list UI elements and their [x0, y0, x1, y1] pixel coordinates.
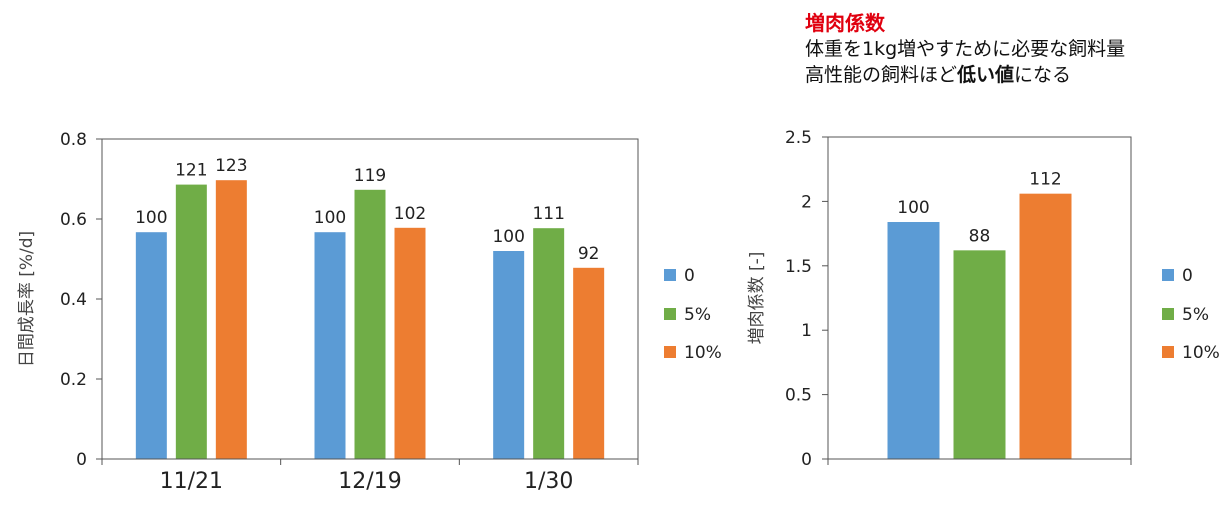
chart2-legend-swatch	[1162, 346, 1174, 358]
chart1-bar	[135, 232, 167, 459]
note-line-1: 体重を1kg増やすために必要な飼料量	[805, 38, 1126, 60]
chart1-bar	[314, 232, 346, 459]
chart1-bar-value-label: 111	[532, 204, 564, 224]
chart2-bar	[953, 250, 1006, 459]
chart1-bar	[394, 227, 426, 459]
chart1-bar	[215, 180, 247, 459]
note-line-2-bold: 低い値	[957, 64, 1015, 86]
chart2-legend-label: 10%	[1182, 343, 1220, 363]
chart2-legend-label: 0	[1182, 266, 1193, 286]
chart2-y-tick-label: 0.5	[785, 386, 812, 406]
chart2-y-tick-label: 1.5	[785, 257, 812, 277]
chart1-legend-label: 5%	[684, 305, 711, 325]
chart2-bar	[887, 222, 940, 459]
chart1-category-label: 11/21	[160, 469, 223, 494]
chart1-bar-value-label: 92	[578, 244, 600, 264]
chart2-legend-label: 5%	[1182, 305, 1209, 325]
chart2-legend-swatch	[1162, 269, 1174, 281]
chart1-legend-swatch	[664, 269, 676, 281]
chart2-bar-value-label: 100	[897, 198, 929, 218]
chart1-y-tick-label: 0.4	[60, 290, 87, 310]
chart2-y-tick-label: 2.5	[785, 128, 812, 148]
chart1-bar	[354, 189, 386, 460]
chart2-y-tick-label: 0	[801, 450, 812, 470]
chart1-category-label: 1/30	[524, 469, 573, 494]
chart2-bar-value-label: 88	[969, 226, 991, 246]
chart2-legend-swatch	[1162, 308, 1174, 320]
note-title: 増肉係数	[805, 11, 885, 35]
chart1-legend-label: 0	[684, 266, 695, 286]
chart2-y-tick-label: 2	[801, 192, 812, 212]
chart1-legend-swatch	[664, 308, 676, 320]
chart1-y-tick-label: 0	[76, 450, 87, 470]
chart1-bar-value-label: 100	[135, 208, 167, 228]
chart1-bar	[493, 251, 525, 459]
chart1-legend-swatch	[664, 346, 676, 358]
chart1-bar	[175, 184, 207, 459]
annotation-note: 増肉係数 体重を1kg増やすために必要な飼料量 高性能の飼料ほど低い値になる	[805, 10, 1125, 88]
note-line-2-prefix: 高性能の飼料ほど	[805, 64, 958, 86]
chart1-bar-value-label: 102	[394, 204, 426, 224]
chart1-bar-value-label: 100	[314, 208, 346, 228]
chart1-legend-label: 10%	[684, 343, 722, 363]
chart1-bar-value-label: 100	[492, 227, 524, 247]
chart1-bar-value-label: 119	[354, 166, 386, 186]
chart2-y-tick-label: 1	[801, 321, 812, 341]
chart1-bar	[533, 228, 565, 459]
chart2-bar-value-label: 112	[1029, 170, 1061, 190]
chart1-y-tick-label: 0.6	[60, 210, 87, 230]
chart2-bar	[1019, 193, 1072, 459]
chart1-category-label: 12/19	[338, 469, 401, 494]
note-line-2: 高性能の飼料ほど低い値になる	[805, 62, 1125, 88]
chart2-y-axis-title: 増肉係数 [-]	[747, 252, 767, 345]
chart1-y-tick-label: 0.8	[60, 130, 87, 150]
chart1-bar	[573, 267, 605, 459]
chart1-bar-value-label: 121	[175, 161, 207, 181]
chart1-bar-value-label: 123	[215, 156, 247, 176]
chart1-y-tick-label: 0.2	[60, 370, 87, 390]
note-line-2-suffix: になる	[1014, 64, 1072, 86]
chart1-y-axis-title: 日間成長率 [%/d]	[17, 231, 37, 367]
